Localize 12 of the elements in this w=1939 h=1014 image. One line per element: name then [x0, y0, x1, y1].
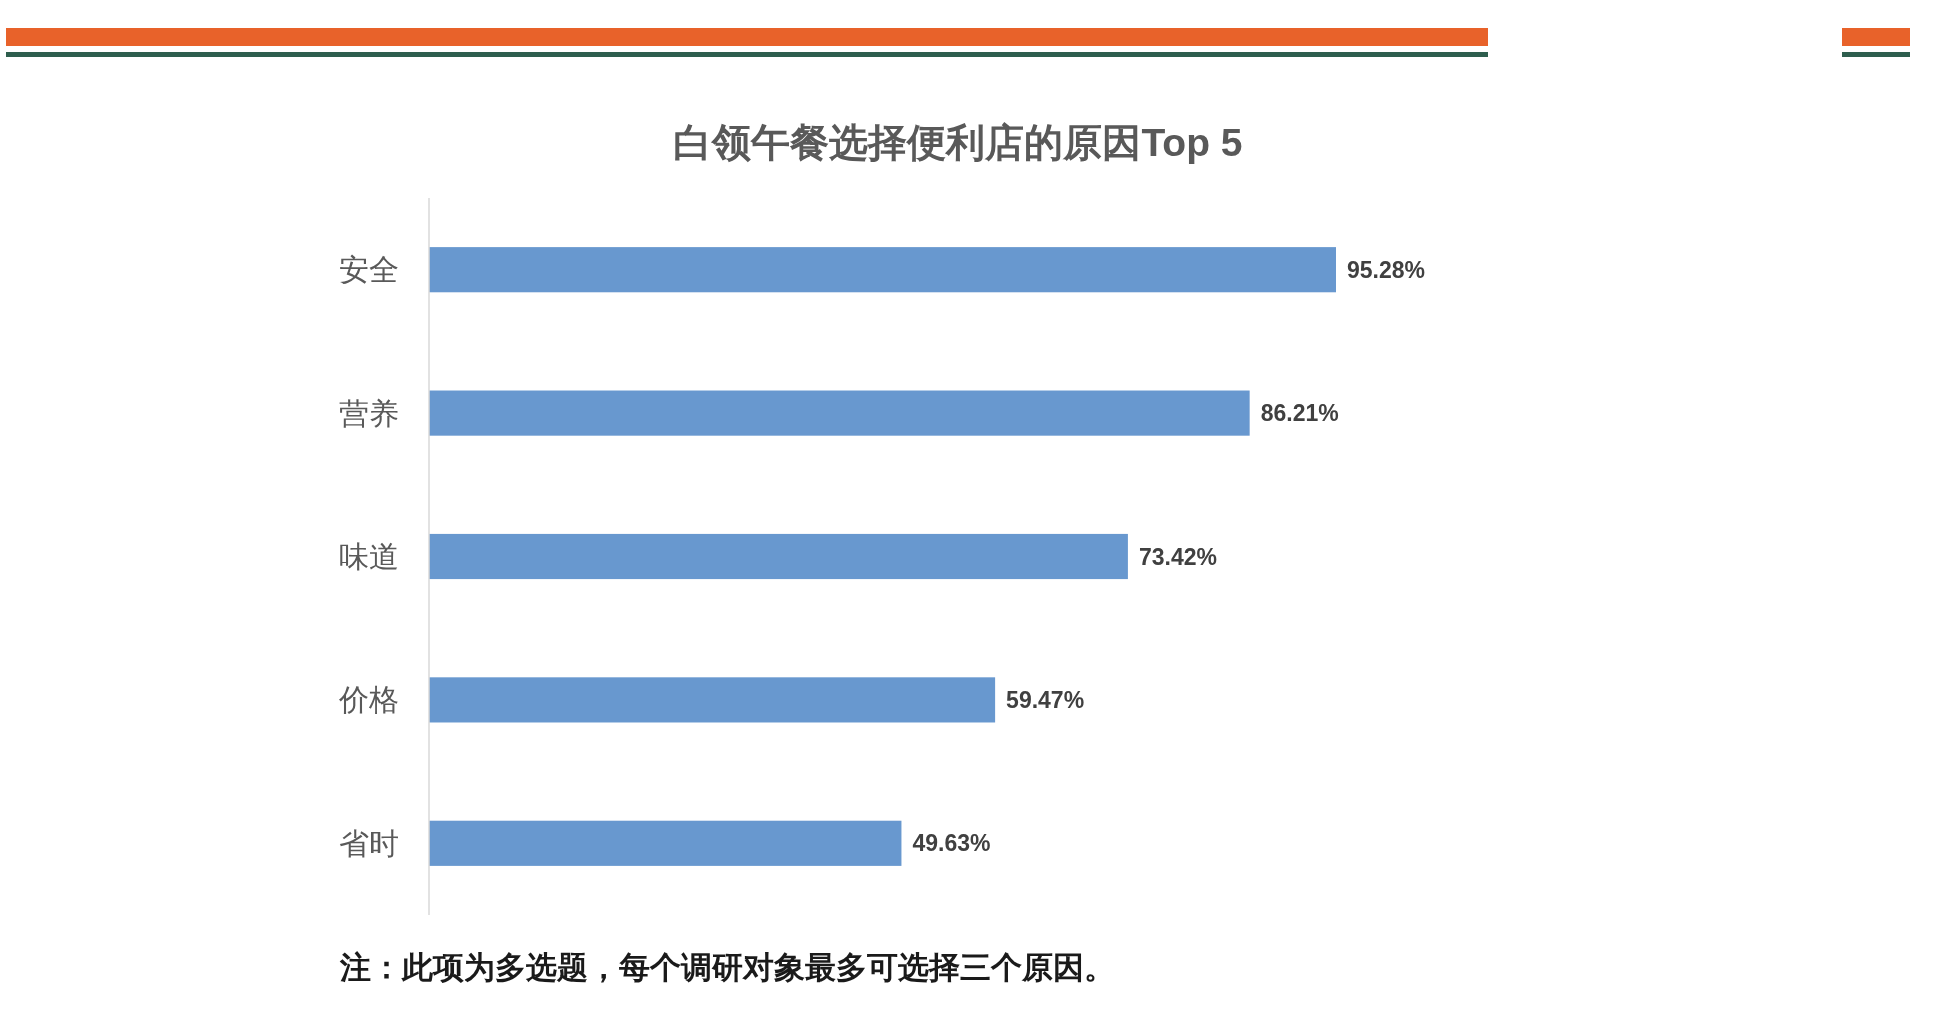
data-label: 59.47%	[1006, 686, 1085, 713]
text: 注：此项为多选题，每个调研对象最多可选择三个原因。	[339, 949, 1115, 985]
y-tick-label: 省时	[339, 826, 399, 860]
data-label: 73.42%	[1138, 543, 1217, 570]
y-tick-label: 安全	[339, 253, 399, 287]
y-tick-label: 价格	[338, 683, 399, 717]
chart-title: 白领午餐选择便利店的原因Top 5	[673, 120, 1243, 164]
y-tick-label: 营养	[339, 396, 399, 430]
data-label: 49.63%	[912, 830, 991, 857]
y-tick-label: 味道	[339, 540, 399, 573]
data-label: 95.28%	[1347, 256, 1426, 283]
data-label: 86.21%	[1260, 400, 1339, 427]
